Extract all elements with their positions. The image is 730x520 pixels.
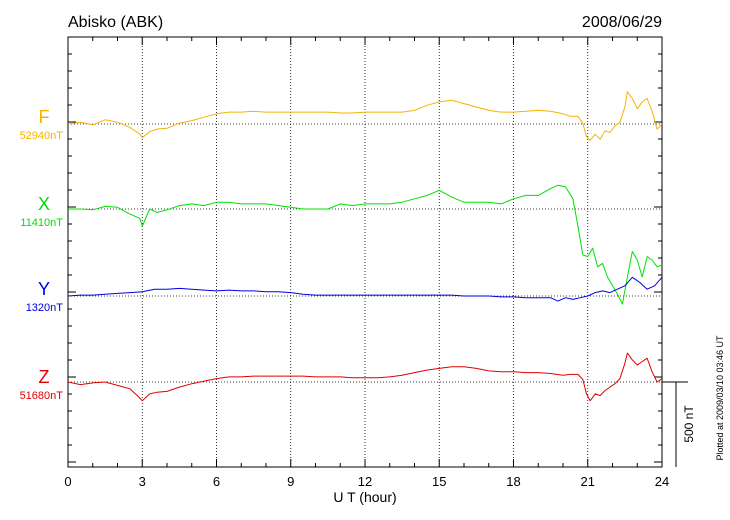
series-name-z: Z xyxy=(39,367,50,387)
plotted-at-note: Plotted at 2009/03/10 03:46 UT xyxy=(715,335,725,461)
x-tick-label: 15 xyxy=(432,474,446,489)
ticks-layer xyxy=(67,37,663,467)
x-tick-labels: 0 3 6 9 12 15 18 21 24 xyxy=(64,474,669,489)
x-tick-label: 3 xyxy=(139,474,146,489)
x-tick-label: 0 xyxy=(64,474,71,489)
plot-frame xyxy=(67,36,663,468)
series-baseline-z: 51680nT xyxy=(20,390,64,402)
series-lines xyxy=(67,91,663,402)
series-labels: F 52940nT X 11410nT Y 1320nT Z 51680nT xyxy=(20,107,64,402)
x-tick-label: 12 xyxy=(358,474,372,489)
series-name-x: X xyxy=(38,194,50,214)
x-axis-label: U T (hour) xyxy=(333,489,396,505)
series-name-f: F xyxy=(39,107,50,127)
series-line-y xyxy=(67,276,663,302)
series-baseline-y: 1320nT xyxy=(26,302,64,314)
x-tick-label: 6 xyxy=(213,474,220,489)
series-baseline-f: 52940nT xyxy=(20,130,64,142)
series-name-y: Y xyxy=(38,279,50,299)
scale-bar-label: 500 nT xyxy=(682,405,696,443)
x-tick-label: 24 xyxy=(655,474,669,489)
x-tick-label: 18 xyxy=(506,474,520,489)
date-title: 2008/06/29 xyxy=(582,14,662,31)
series-line-f xyxy=(67,91,663,141)
x-tick-label: 21 xyxy=(581,474,595,489)
series-line-z xyxy=(67,352,663,402)
grid-layer xyxy=(68,37,662,467)
x-tick-label: 9 xyxy=(287,474,294,489)
station-title: Abisko (ABK) xyxy=(68,14,163,31)
series-baseline-x: 11410nT xyxy=(20,217,63,229)
series-line-x xyxy=(68,184,663,305)
